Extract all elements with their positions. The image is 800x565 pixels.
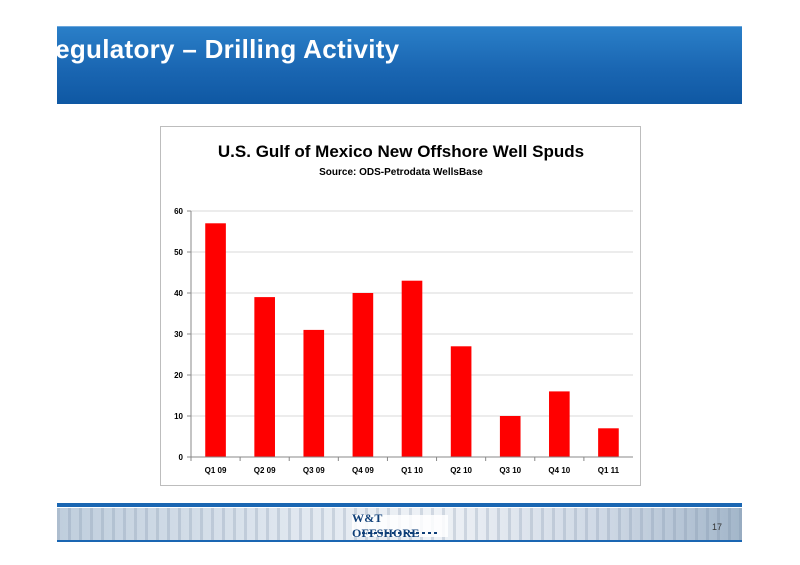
x-tick-label: Q1 09	[205, 466, 227, 475]
page-number: 17	[712, 522, 723, 532]
chart-area: U.S. Gulf of Mexico New Offshore Well Sp…	[160, 126, 641, 486]
y-tick-label: 30	[174, 330, 183, 339]
logo-underline	[362, 532, 438, 534]
bar-q1-10	[401, 280, 423, 457]
x-tick-label: Q3 10	[499, 466, 521, 475]
chart-title: U.S. Gulf of Mexico New Offshore Well Sp…	[218, 142, 584, 161]
bar-q4-10	[549, 391, 570, 457]
slide-title: Regulatory – Drilling Activity	[36, 34, 400, 64]
y-tick-label: 50	[174, 248, 183, 257]
y-tick-label: 0	[179, 453, 184, 462]
bar-q2-09	[254, 297, 275, 457]
bar-q1-11	[598, 428, 619, 457]
x-tick-label: Q4 10	[548, 466, 570, 475]
bar-q3-10	[499, 416, 521, 457]
y-tick-label: 40	[174, 289, 183, 298]
x-tick-label: Q1 10	[401, 466, 423, 475]
chart-subtitle: Source: ODS-Petrodata WellsBase	[319, 167, 483, 178]
y-tick-label: 10	[174, 412, 183, 421]
bar-q1-09	[205, 223, 226, 457]
bar-q3-09	[303, 329, 325, 457]
bar-q2-10	[450, 346, 472, 457]
bars	[205, 223, 619, 457]
y-tick-label: 60	[174, 207, 183, 216]
x-tick-label: Q3 09	[303, 466, 325, 475]
x-axis-ticks: Q1 09 Q2 09 Q3 09 Q4 09 Q1 10 Q2 10 Q3 10 Q4 10…	[190, 457, 620, 475]
bar-chart: U.S. Gulf of Mexico New Offshore Well Sp…	[174, 142, 633, 475]
x-tick-label: Q1 11	[598, 466, 620, 475]
x-tick-label: Q4 09	[352, 466, 374, 475]
footer-rule-top	[57, 503, 742, 507]
bar-q4-09	[352, 293, 374, 457]
y-axis-ticks: 0 10 20 30 40 50 60	[174, 207, 191, 462]
x-tick-label: Q2 09	[254, 466, 276, 475]
x-tick-label: Q2 10	[450, 466, 472, 475]
footer-rule-bottom	[57, 540, 742, 542]
header-band	[57, 26, 742, 104]
y-tick-label: 20	[174, 371, 183, 380]
logo-text: W&T OFFSHORE	[352, 511, 419, 540]
